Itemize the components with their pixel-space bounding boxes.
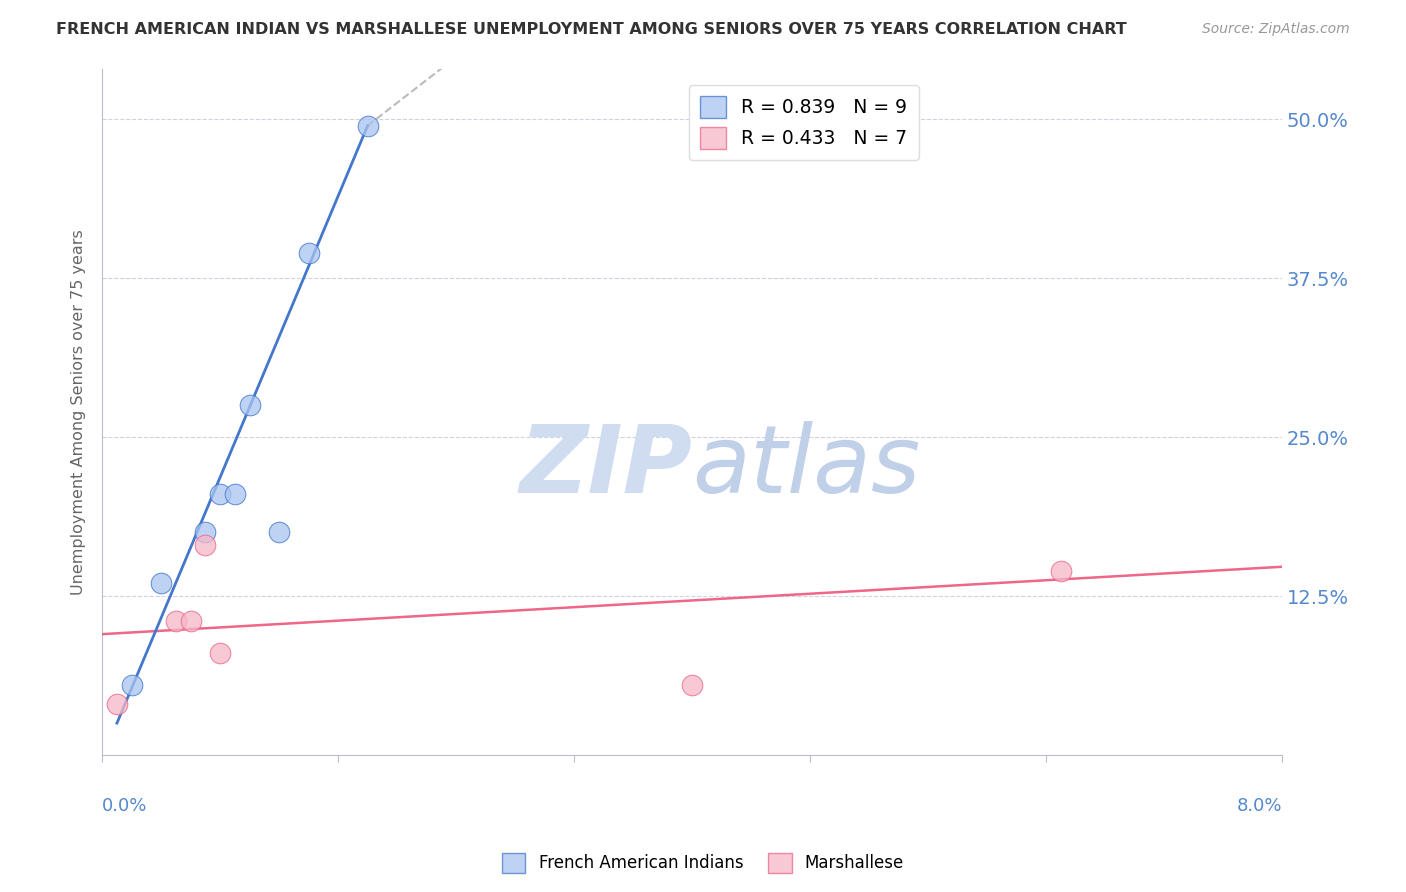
Point bbox=[194, 538, 217, 552]
Point bbox=[209, 646, 232, 660]
Text: ZIP: ZIP bbox=[519, 421, 692, 513]
Point bbox=[356, 119, 378, 133]
Point bbox=[194, 525, 217, 540]
Point bbox=[1049, 564, 1071, 578]
Text: Source: ZipAtlas.com: Source: ZipAtlas.com bbox=[1202, 22, 1350, 37]
Text: 0.0%: 0.0% bbox=[103, 797, 148, 814]
Point bbox=[150, 576, 173, 591]
Legend: French American Indians, Marshallese: French American Indians, Marshallese bbox=[495, 847, 911, 880]
Legend: R = 0.839   N = 9, R = 0.433   N = 7: R = 0.839 N = 9, R = 0.433 N = 7 bbox=[689, 85, 918, 160]
Point bbox=[105, 697, 128, 711]
Text: FRENCH AMERICAN INDIAN VS MARSHALLESE UNEMPLOYMENT AMONG SENIORS OVER 75 YEARS C: FRENCH AMERICAN INDIAN VS MARSHALLESE UN… bbox=[56, 22, 1128, 37]
Point bbox=[298, 245, 321, 260]
Text: 8.0%: 8.0% bbox=[1236, 797, 1282, 814]
Point bbox=[681, 678, 703, 692]
Point bbox=[121, 678, 143, 692]
Text: atlas: atlas bbox=[692, 421, 921, 512]
Point bbox=[239, 398, 262, 412]
Point bbox=[180, 615, 202, 629]
Point bbox=[224, 487, 246, 501]
Point bbox=[165, 615, 187, 629]
Point bbox=[209, 487, 232, 501]
Point bbox=[269, 525, 291, 540]
Y-axis label: Unemployment Among Seniors over 75 years: Unemployment Among Seniors over 75 years bbox=[72, 229, 86, 595]
